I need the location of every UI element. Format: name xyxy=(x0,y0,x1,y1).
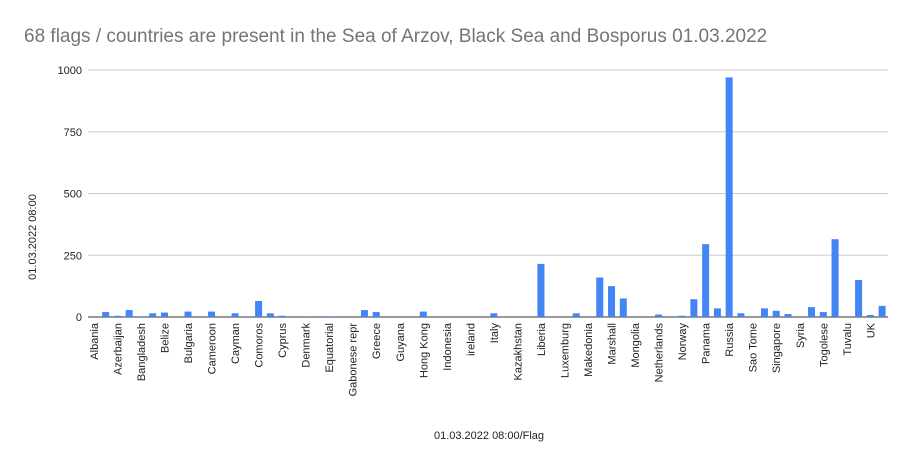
bar xyxy=(760,308,768,317)
x-tick-label: Marshall xyxy=(607,323,619,365)
bar xyxy=(149,313,157,317)
x-tick-label: Italy xyxy=(489,323,501,344)
x-tick-label: ireland xyxy=(465,323,477,356)
bar xyxy=(819,312,827,317)
bar xyxy=(302,316,310,317)
bar xyxy=(372,312,380,317)
x-tick-label: Luxemburg xyxy=(559,323,571,378)
x-tick-label: Togolese xyxy=(818,323,830,367)
bar xyxy=(772,310,780,317)
bar xyxy=(208,311,216,317)
bar xyxy=(137,316,145,317)
x-tick-label: Tuvalu xyxy=(842,323,854,356)
bar xyxy=(243,316,251,317)
x-tick-label: Azerbaijan xyxy=(112,323,124,375)
x-tick-label: Makedonia xyxy=(583,322,595,377)
bar xyxy=(702,244,710,317)
x-tick-label: Indonesia xyxy=(442,322,454,371)
bar xyxy=(608,286,616,317)
bar xyxy=(690,299,698,317)
x-tick-label: Belize xyxy=(159,323,171,353)
x-tick-label: Norway xyxy=(677,323,689,361)
x-tick-label: Greece xyxy=(371,323,383,359)
bar xyxy=(184,311,192,317)
bar xyxy=(808,307,816,317)
bar xyxy=(160,312,168,317)
x-tick-label: Bulgaria xyxy=(183,322,195,363)
bar xyxy=(325,316,333,317)
bar xyxy=(490,313,498,317)
y-axis-title: 01.03.2022 08:00 xyxy=(27,194,39,280)
x-tick-label: Cayman xyxy=(230,323,242,364)
bar xyxy=(713,308,721,317)
x-tick-label: Mongolia xyxy=(630,322,642,368)
y-tick-label: 1000 xyxy=(58,65,82,77)
bar xyxy=(678,315,686,317)
chart-title: 68 flags / countries are present in the … xyxy=(24,26,767,47)
bar xyxy=(831,239,839,317)
x-tick-label: Syria xyxy=(795,322,807,348)
bar xyxy=(360,310,368,317)
x-tick-label: Singapore xyxy=(771,323,783,373)
bar xyxy=(784,314,792,317)
x-tick-label: Panama xyxy=(701,322,713,364)
bar xyxy=(619,298,627,317)
bar xyxy=(866,315,874,317)
x-tick-label: Kazakhstan xyxy=(512,323,524,380)
bar xyxy=(855,279,863,317)
bar xyxy=(255,300,263,317)
x-tick-label: Liberia xyxy=(536,322,548,356)
y-tick-label: 250 xyxy=(64,250,82,262)
x-tick-label: Equatorial xyxy=(324,323,336,373)
x-tick-label: Sao Tome xyxy=(748,323,760,372)
x-tick-label: Denmark xyxy=(301,323,313,368)
x-axis-title: 01.03.2022 08:00/Flag xyxy=(434,430,544,442)
x-tick-label: Cyprus xyxy=(277,323,289,358)
bar xyxy=(102,312,110,317)
bar xyxy=(537,263,545,317)
bar xyxy=(125,310,133,317)
bar xyxy=(655,314,663,317)
x-tick-label: Hong Kong xyxy=(418,323,430,378)
bar xyxy=(419,311,427,317)
x-tick-label: Russia xyxy=(724,322,736,357)
bar xyxy=(278,315,286,317)
y-tick-label: 750 xyxy=(64,127,82,139)
x-tick-label: Netherlands xyxy=(654,323,666,383)
bar xyxy=(596,277,604,317)
x-tick-label: UK xyxy=(865,322,877,338)
y-tick-label: 500 xyxy=(64,189,82,201)
bar xyxy=(113,315,121,317)
x-tick-label: Bangladesh xyxy=(136,323,148,381)
bar xyxy=(572,313,580,317)
x-tick-label: Comoros xyxy=(254,323,266,368)
x-tick-label: Cameroon xyxy=(207,323,219,374)
x-tick-label: Albania xyxy=(89,322,101,360)
bar xyxy=(266,313,274,317)
bar xyxy=(878,305,886,317)
bar xyxy=(725,77,733,317)
x-tick-label: Guyana xyxy=(395,322,407,361)
bar xyxy=(737,313,745,317)
x-tick-label: Gabonese repr xyxy=(348,323,360,397)
y-tick-label: 0 xyxy=(76,312,82,324)
bar xyxy=(231,313,239,317)
